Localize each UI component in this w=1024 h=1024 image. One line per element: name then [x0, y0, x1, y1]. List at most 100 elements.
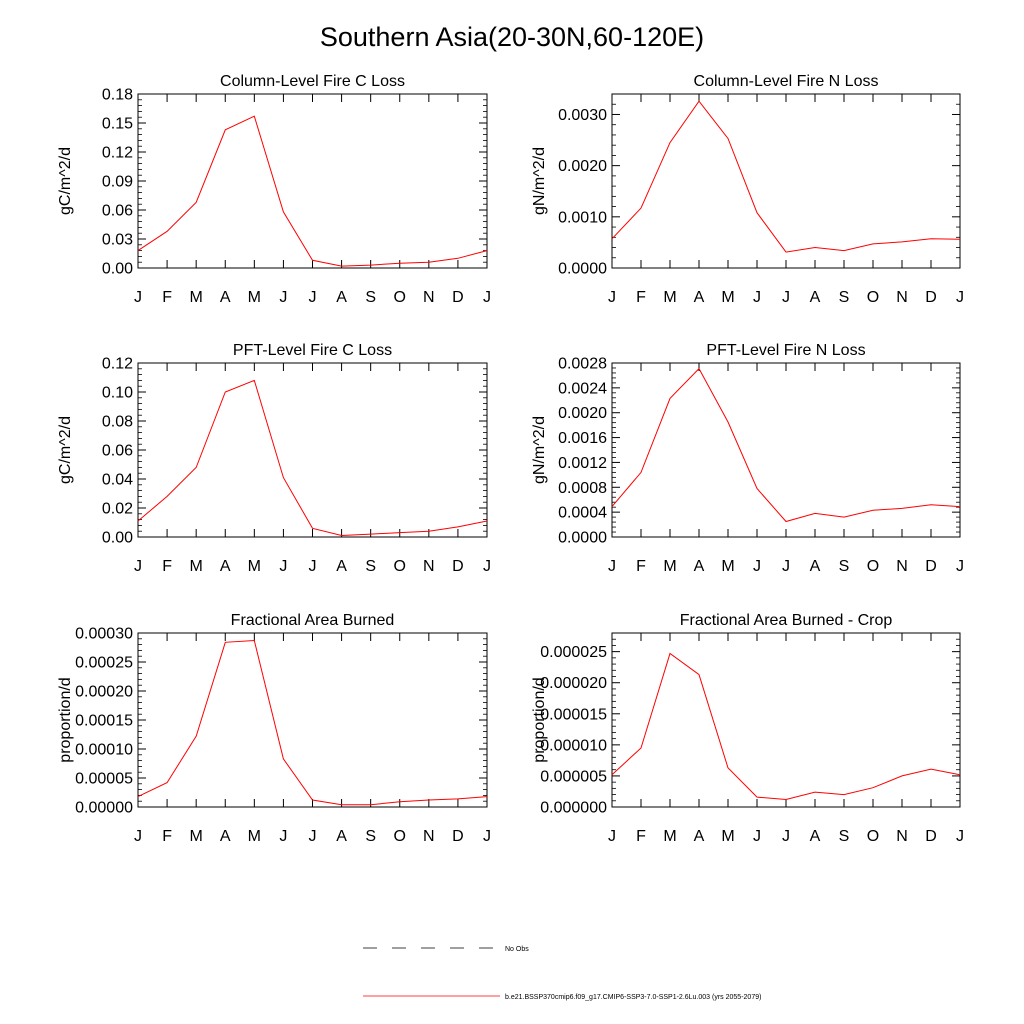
x-tick-label: N	[423, 289, 435, 306]
chart-panel-1: Column-Level Fire C Loss gC/m^2/d 0.00 0.03…	[57, 73, 491, 306]
x-tick-label: M	[248, 558, 261, 575]
x-tick-label: J	[309, 289, 317, 306]
chart-panel-2: Column-Level Fire N Loss gN/m^2/d 0.0000 0.…	[531, 73, 964, 306]
chart-panel-4: PFT-Level Fire N Loss gN/m^2/d 0.0000 0.000…	[531, 342, 964, 575]
y-axis-label: gN/m^2/d	[531, 416, 548, 484]
y-tick-label: 0.0000	[558, 261, 607, 278]
y-tick-label: 0.15	[102, 116, 133, 133]
x-tick-label: J	[483, 558, 491, 575]
x-tick-label: A	[336, 828, 347, 845]
x-tick-label: F	[636, 289, 646, 306]
x-tick-label: J	[279, 828, 287, 845]
y-tick-label: 0.000000	[540, 800, 607, 817]
x-tick-label: A	[694, 828, 705, 845]
x-tick-label: M	[248, 289, 261, 306]
x-tick-label: M	[190, 558, 203, 575]
y-tick-label: 0.18	[102, 87, 133, 104]
x-tick-label: O	[394, 828, 406, 845]
x-tick-label: J	[753, 558, 761, 575]
plot-frame	[137, 632, 488, 808]
x-tick-label: J	[608, 558, 616, 575]
x-tick-label: D	[452, 558, 464, 575]
x-tick-label: D	[925, 828, 937, 845]
y-tick-label: 0.000025	[540, 644, 607, 661]
y-tick-label: 0.09	[102, 174, 133, 191]
y-tick-label: 0.0000	[558, 530, 607, 547]
y-axis-label: proportion/d	[531, 677, 548, 762]
x-tick-label: A	[694, 558, 705, 575]
y-tick-label: 0.00000	[75, 800, 133, 817]
x-tick-label: J	[608, 289, 616, 306]
page-title: Southern Asia(20-30N,60-120E)	[319, 22, 705, 52]
x-tick-label: A	[810, 828, 821, 845]
y-tick-label: 0.0008	[558, 480, 607, 497]
y-tick-label: 0.10	[102, 385, 133, 402]
x-tick-label: J	[753, 289, 761, 306]
x-tick-label: A	[810, 289, 821, 306]
y-axis-label: gN/m^2/d	[531, 147, 548, 215]
y-tick-label: 0.00025	[75, 655, 133, 672]
x-tick-label: A	[336, 558, 347, 575]
x-tick-label: N	[423, 828, 435, 845]
x-tick-label: M	[248, 828, 261, 845]
y-tick-label: 0.00030	[75, 626, 133, 643]
legend-obs-label: No Obs	[505, 946, 529, 953]
x-tick-label: N	[423, 558, 435, 575]
chart-panel-6: Fractional Area Burned - Crop proportion/…	[531, 612, 964, 845]
x-tick-label: J	[309, 828, 317, 845]
series-line	[137, 639, 488, 806]
x-tick-label: M	[190, 828, 203, 845]
chart-title: PFT-Level Fire C Loss	[233, 342, 392, 359]
y-axis-label: gC/m^2/d	[57, 416, 74, 484]
x-tick-label: M	[663, 828, 676, 845]
x-tick-label: O	[867, 828, 879, 845]
legend-model-label: b.e21.BSSP370cmip6.f09_g17.CMIP6-SSP3-7.…	[505, 994, 761, 1001]
x-tick-label: S	[365, 289, 376, 306]
plot-frame	[137, 362, 488, 538]
series-line	[137, 115, 488, 267]
x-tick-label: S	[839, 558, 850, 575]
plot-frame	[611, 362, 961, 538]
y-tick-label: 0.12	[102, 356, 133, 373]
x-tick-label: O	[867, 289, 879, 306]
x-tick-label: S	[839, 828, 850, 845]
y-tick-label: 0.0030	[558, 107, 607, 124]
x-tick-label: J	[956, 289, 964, 306]
x-tick-label: J	[309, 558, 317, 575]
x-tick-label: J	[134, 289, 142, 306]
x-tick-label: F	[636, 558, 646, 575]
chart-panel-3: PFT-Level Fire C Loss gC/m^2/d 0.00 0.02 0.0…	[57, 342, 491, 575]
y-axis-label: gC/m^2/d	[57, 147, 74, 215]
y-tick-label: 0.0010	[558, 209, 607, 226]
chart-title: Column-Level Fire C Loss	[220, 73, 405, 90]
y-tick-label: 0.00	[102, 261, 133, 278]
y-tick-label: 0.000020	[540, 675, 607, 692]
series-line	[137, 379, 488, 537]
x-tick-label: J	[483, 289, 491, 306]
x-tick-label: N	[896, 289, 908, 306]
x-tick-label: D	[452, 828, 464, 845]
x-tick-label: J	[134, 828, 142, 845]
y-tick-label: 0.0020	[558, 158, 607, 175]
series-line	[611, 367, 961, 523]
x-tick-label: A	[220, 828, 231, 845]
x-tick-label: O	[867, 558, 879, 575]
chart-title: Fractional Area Burned	[231, 612, 395, 629]
plot-frame	[137, 93, 488, 269]
x-tick-label: D	[925, 289, 937, 306]
x-tick-label: D	[452, 289, 464, 306]
x-tick-label: J	[956, 828, 964, 845]
x-tick-label: M	[721, 828, 734, 845]
x-tick-label: M	[721, 289, 734, 306]
y-tick-label: 0.000015	[540, 706, 607, 723]
y-tick-label: 0.0020	[558, 405, 607, 422]
y-tick-label: 0.00010	[75, 742, 133, 759]
x-tick-label: A	[220, 558, 231, 575]
x-tick-label: A	[810, 558, 821, 575]
y-tick-label: 0.0024	[558, 380, 607, 397]
x-tick-label: F	[636, 828, 646, 845]
x-tick-label: J	[782, 828, 790, 845]
series-line	[611, 100, 961, 253]
y-tick-label: 0.04	[102, 472, 133, 489]
x-tick-label: M	[663, 558, 676, 575]
